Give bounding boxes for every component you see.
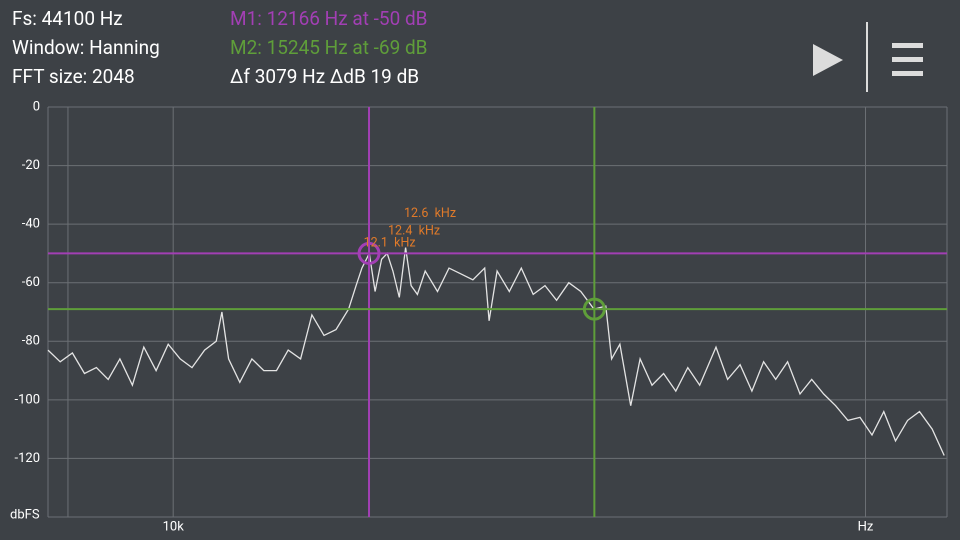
y-tick-label: -100 [14, 392, 40, 407]
marker-circle [357, 241, 381, 265]
marker-circle [582, 297, 606, 321]
menu-button[interactable] [885, 35, 930, 85]
window-text: Window: Hanning [12, 36, 160, 59]
menu-bar[interactable] [892, 71, 923, 76]
y-tick-label: -20 [22, 158, 40, 173]
play-button[interactable] [800, 35, 850, 85]
x-tick-label: Hz [858, 519, 874, 534]
marker-readout: M1: 12166 Hz at -50 dB [230, 7, 428, 30]
fs-text: Fs: 44100 Hz [12, 7, 123, 30]
peak-label: 12.1 kHz [364, 236, 416, 251]
menu-bar[interactable] [892, 57, 923, 62]
y-tick-label: 0 [33, 99, 40, 114]
spectrum-line [47, 247, 945, 456]
peak-label: 12.6 kHz [404, 206, 456, 221]
x-tick-label: 10k [163, 519, 185, 534]
peak-label: 12.4 kHz [388, 224, 440, 239]
y-axis-label: dbFS [10, 507, 40, 522]
delta-text: Δf 3079 Hz ΔdB 19 dB [230, 65, 419, 88]
y-tick-label: -80 [22, 334, 40, 349]
y-tick-label: -40 [22, 217, 40, 232]
y-tick-label: -120 [14, 451, 40, 466]
marker-readout: M2: 15245 Hz at -69 dB [230, 36, 428, 59]
fft-size-text: FFT size: 2048 [12, 65, 135, 88]
play-icon[interactable] [813, 44, 843, 76]
menu-bar[interactable] [892, 43, 923, 48]
y-tick-label: -60 [22, 275, 40, 290]
